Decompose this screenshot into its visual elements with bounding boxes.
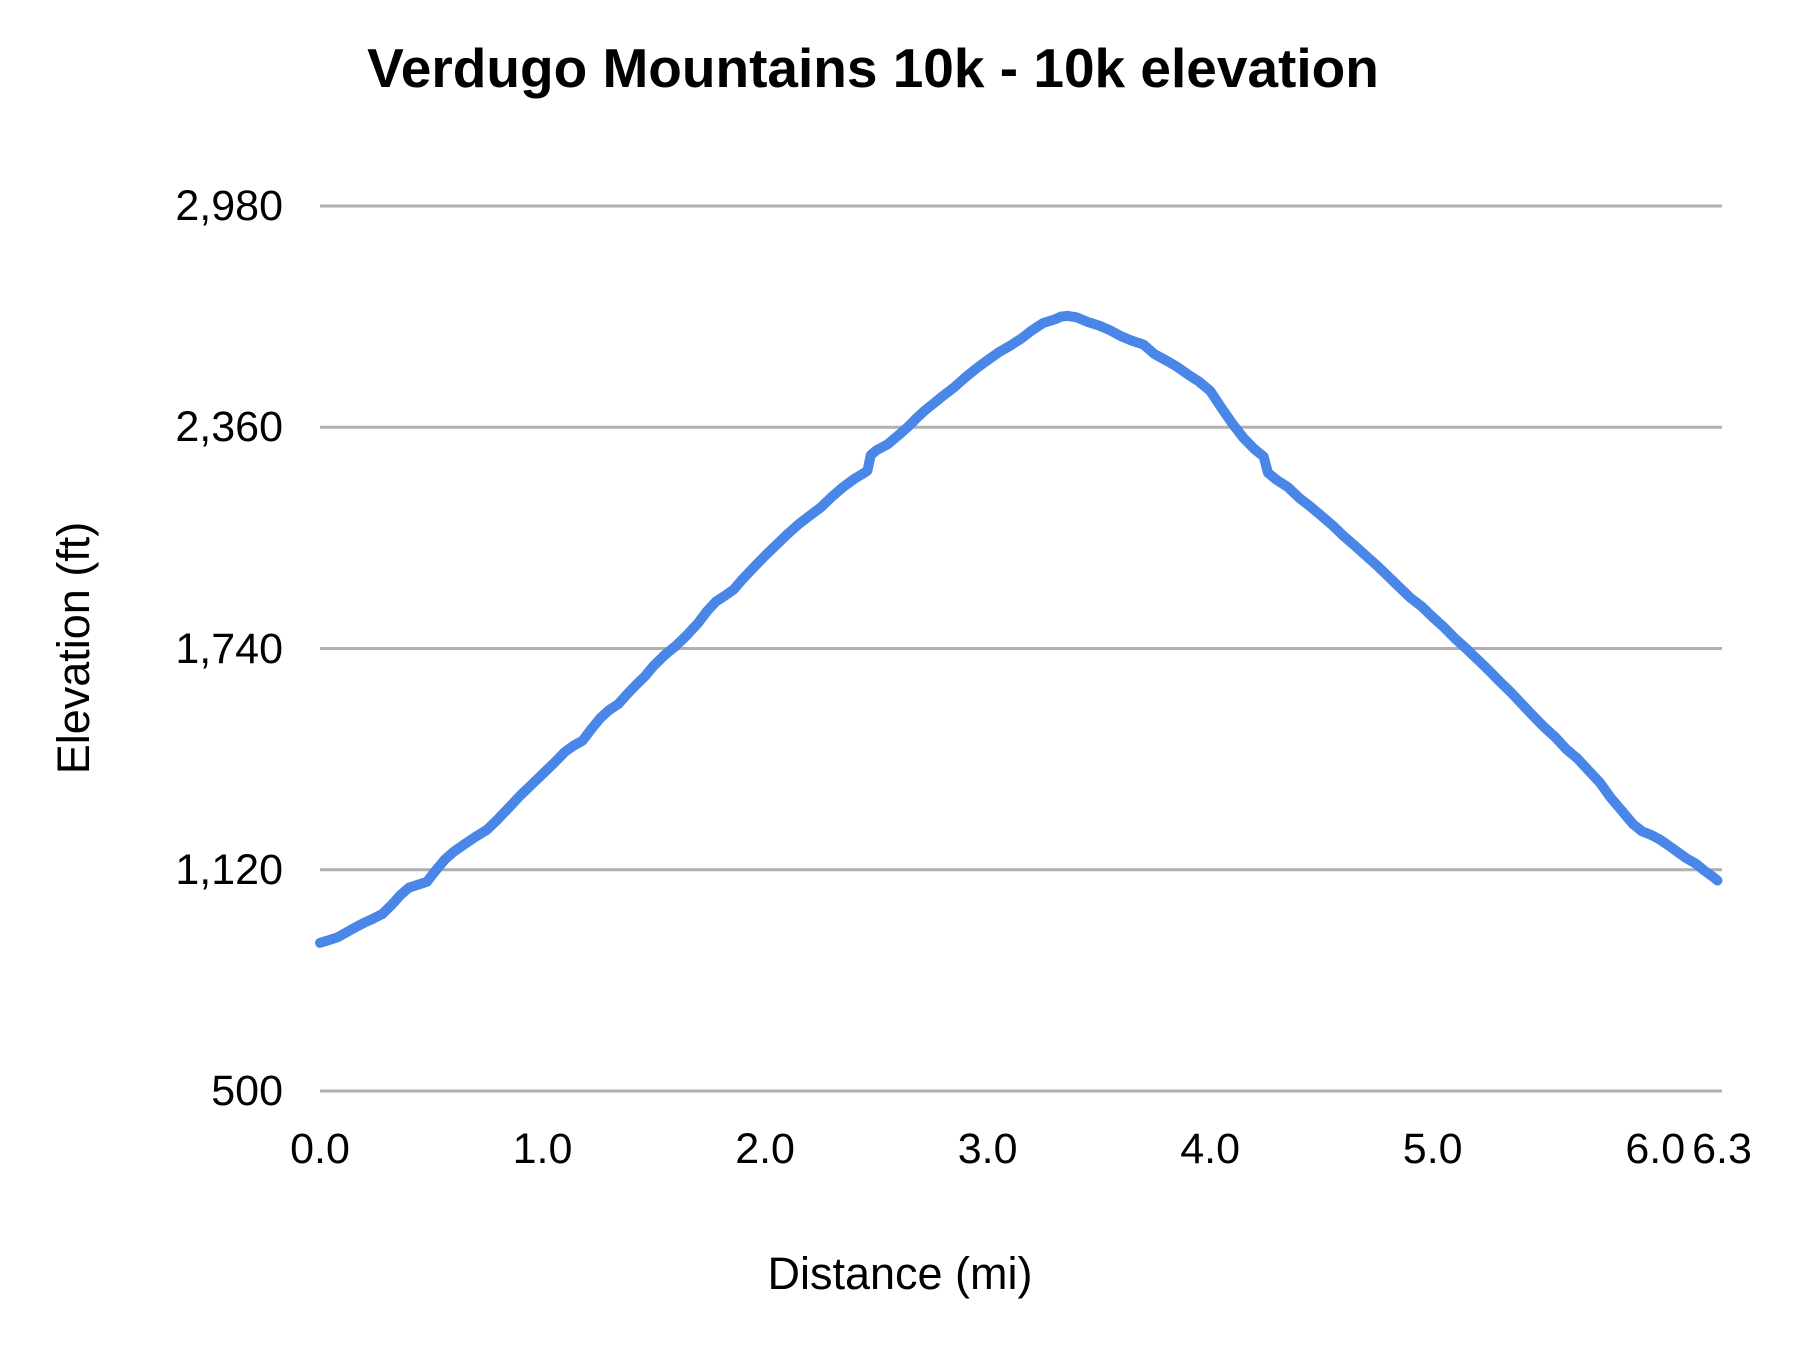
y-tick-label: 2,360 <box>175 403 283 452</box>
x-axis-title: Distance (mi) <box>767 1248 1033 1299</box>
x-tick-label: 1.0 <box>512 1125 573 1173</box>
x-tick-label: 6.0 <box>1625 1125 1686 1173</box>
y-tick-label: 2,980 <box>175 182 283 230</box>
y-tick-label: 1,120 <box>175 845 283 894</box>
x-tick-label: 0.0 <box>290 1125 350 1173</box>
chart-title: Verdugo Mountains 10k - 10k elevation <box>367 37 1379 99</box>
x-tick-label: 2.0 <box>735 1125 795 1173</box>
y-tick-label: 500 <box>211 1067 283 1115</box>
x-tick-label: 5.0 <box>1402 1125 1463 1173</box>
y-tick-label: 1,740 <box>175 624 283 673</box>
x-tick-label: 6.3 <box>1692 1125 1752 1173</box>
x-tick-label: 4.0 <box>1180 1125 1241 1173</box>
x-tick-label: 3.0 <box>957 1125 1018 1173</box>
elevation-line <box>315 310 1723 948</box>
